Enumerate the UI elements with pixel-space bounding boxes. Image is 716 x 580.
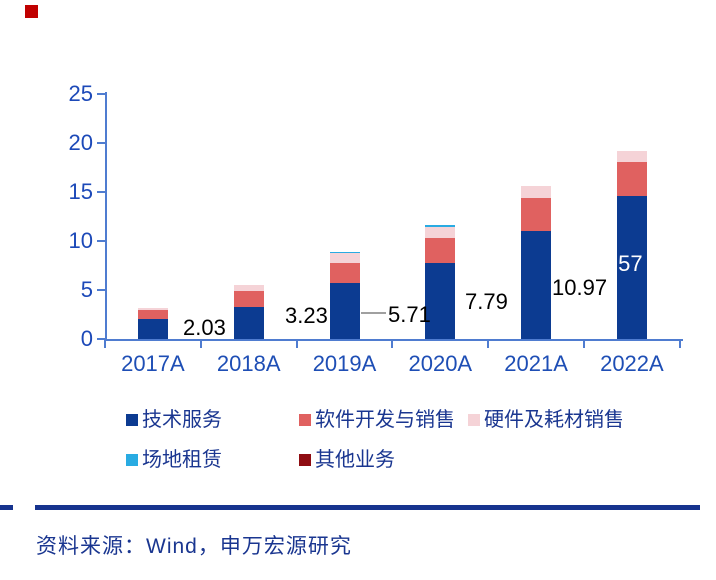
red-corner-marker (25, 5, 38, 18)
x-axis-label: 2021A (504, 351, 568, 376)
label-leader-line (361, 312, 386, 314)
footer-rule-left-dash (0, 505, 13, 510)
bar-segment (616, 161, 647, 197)
bar-value-label: 3.23 (285, 303, 328, 328)
legend-swatch-icon (299, 454, 311, 466)
bar-segment (616, 196, 647, 339)
bar-segment (425, 225, 456, 228)
legend-swatch-icon (126, 454, 138, 466)
y-tick-label: 20 (68, 130, 93, 155)
bar-segment (425, 227, 456, 238)
bar-segment (521, 198, 552, 232)
bar-segment (521, 185, 552, 199)
y-axis-line (105, 92, 107, 341)
x-tick (583, 341, 585, 348)
x-axis-label: 2022A (600, 351, 664, 376)
y-tick-label: 0 (80, 326, 93, 351)
source-text: 资料来源：Wind，申万宏源研究 (36, 535, 352, 558)
bar-segment (329, 263, 360, 284)
x-axis-label: 2020A (408, 351, 473, 376)
x-tick (487, 341, 490, 348)
legend-item: 技术服务 (126, 408, 222, 432)
legend-swatch-icon (468, 414, 480, 426)
x-tick (104, 341, 106, 348)
bar-segment (616, 150, 647, 162)
bar-segment (329, 252, 360, 254)
bar-segment (521, 231, 552, 339)
bar-segment (233, 285, 264, 291)
legend-label: 硬件及耗材销售 (484, 409, 624, 431)
legend-label: 场地租赁 (142, 449, 222, 471)
legend-swatch-icon (299, 414, 311, 426)
bar-segment (137, 307, 168, 310)
legend-item: 硬件及耗材销售 (468, 408, 624, 432)
bar-segment (425, 262, 456, 339)
bar-value-label: 5.71 (388, 302, 431, 327)
x-tick (678, 341, 681, 348)
y-tick-label: 10 (68, 228, 93, 253)
x-axis-label: 2019A (312, 351, 377, 376)
y-tick (97, 93, 105, 95)
y-tick (97, 191, 105, 193)
bar-value-label: .57 (612, 251, 643, 276)
y-tick (97, 240, 105, 242)
y-tick (97, 142, 105, 144)
x-axis-label: 2017A (121, 351, 185, 376)
bar-segment (425, 237, 456, 263)
legend-item: 其他业务 (299, 448, 395, 472)
legend-item: 软件开发与销售 (299, 408, 455, 432)
legend-swatch-icon (126, 414, 138, 426)
x-axis-line (104, 339, 683, 341)
bar-value-label: 7.79 (465, 289, 508, 314)
y-tick-label: 25 (68, 81, 93, 106)
y-tick-label: 15 (68, 179, 93, 204)
x-tick (199, 341, 202, 348)
bar-segment (137, 319, 168, 339)
x-axis-label: 2018A (216, 351, 281, 376)
x-tick (391, 341, 394, 348)
bar-value-label: 2.03 (183, 315, 226, 340)
legend-item: 场地租赁 (126, 448, 222, 472)
x-tick (295, 341, 298, 348)
bar-value-label: 10.97 (552, 275, 608, 300)
bar-segment (137, 309, 168, 320)
y-tick (97, 289, 105, 291)
y-tick-label: 5 (80, 277, 93, 302)
bar-segment (329, 283, 360, 339)
legend-label: 软件开发与销售 (315, 409, 455, 431)
legend-label: 其他业务 (315, 449, 395, 471)
bar-segment (233, 290, 264, 308)
bar-segment (329, 253, 360, 264)
footer-rule (35, 505, 700, 510)
y-tick (97, 338, 105, 340)
bar-segment (233, 307, 264, 339)
legend-label: 技术服务 (142, 409, 222, 431)
